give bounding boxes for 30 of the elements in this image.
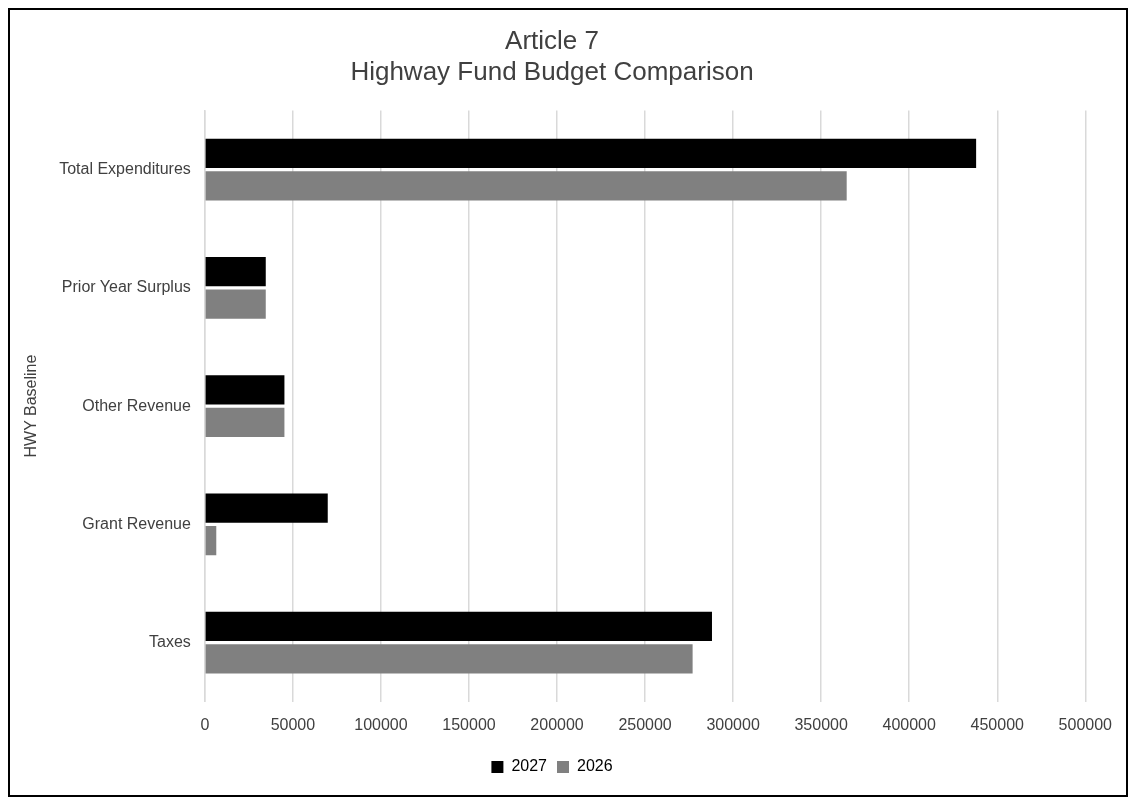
- bar: [205, 256, 266, 287]
- bar: [205, 526, 217, 556]
- y-tick-label: Prior Year Surplus: [61, 278, 191, 296]
- x-tick-label: 100000: [354, 715, 408, 733]
- bar: [205, 138, 977, 168]
- x-tick-label: 300000: [706, 715, 760, 733]
- x-tick-label: 250000: [618, 715, 672, 733]
- x-tick-label: 500000: [1058, 715, 1113, 733]
- bar: [205, 171, 847, 201]
- x-tick-label: 50000: [270, 715, 316, 733]
- y-tick-label: Other Revenue: [82, 396, 191, 414]
- x-tick-label: 400000: [882, 715, 937, 733]
- chart-title: Article 7 Highway Fund Budget Comparison: [350, 24, 754, 86]
- y-tick-label: Grant Revenue: [82, 514, 191, 532]
- bar: [205, 644, 693, 674]
- legend-label: 2026: [577, 757, 613, 775]
- y-tick-label: Total Expenditures: [59, 159, 191, 177]
- x-tick-label: 200000: [530, 715, 584, 733]
- y-tick-label: Taxes: [149, 633, 191, 651]
- bar: [205, 289, 266, 319]
- bar: [205, 611, 712, 642]
- x-tick-label: 150000: [442, 715, 496, 733]
- x-tick-label: 0: [200, 715, 210, 733]
- bar: [205, 375, 285, 405]
- bar: [205, 493, 328, 523]
- legend-label: 2027: [511, 757, 548, 775]
- x-tick-label: 350000: [794, 715, 848, 733]
- y-axis-title: HWY Baseline: [22, 354, 40, 458]
- bar: [205, 407, 285, 437]
- x-tick-label: 450000: [970, 715, 1025, 733]
